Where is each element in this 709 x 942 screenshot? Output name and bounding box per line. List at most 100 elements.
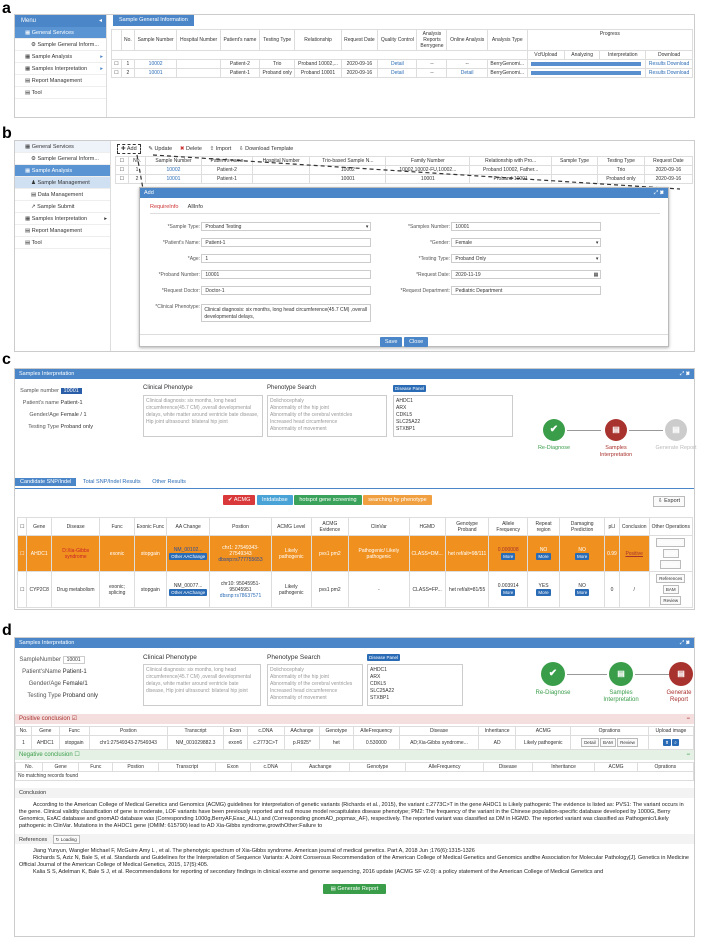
clinical-phenotype-field[interactable]: Clinical diagnosis: six months, long hea… <box>201 304 372 322</box>
sidebar-item-samples-interpretation[interactable]: ▦ Samples Interpretation ▸ <box>15 213 110 225</box>
table-row[interactable]: ☐ 2 10001 Patient-1 Proband only Proband 1000… <box>111 68 693 78</box>
clinical-phenotype-box[interactable]: Clinical diagnosis: six months, long hea… <box>143 664 261 706</box>
add-button[interactable]: ✚ Add <box>117 144 141 154</box>
table-row[interactable]: 1 AHDC1 stopgain chr1:27549343-27549343 NM_0… <box>14 735 695 750</box>
request-department-field[interactable]: Pediatric Department <box>451 286 602 295</box>
review-button[interactable]: Review <box>660 560 682 569</box>
phenotype-search-list[interactable]: Dolichocephaly Abnormality of the hip joi… <box>267 395 387 437</box>
references-text[interactable]: Jiang Yunyun, Wangler Michael F, McGuire… <box>19 848 689 875</box>
phenotype-filter-button[interactable]: searching by phenotype <box>363 495 432 505</box>
tab-allinfo[interactable]: AllInfo <box>187 204 203 210</box>
table-row[interactable]: ☐ 1 10002 Patient-2 Trio Proband 10002,... 202… <box>111 59 693 69</box>
download-template-button[interactable]: ⇩ Download Template <box>239 146 294 152</box>
tab-sample-general[interactable]: Sample General Information <box>113 15 194 26</box>
sidebar-item-sample-analysis[interactable]: ▦ Sample Analysis ▸ <box>15 51 106 63</box>
sidebar-item-data-management[interactable]: ▤ Data Management <box>15 189 110 201</box>
sidebar-item-samples-interpretation[interactable]: ▦ Samples Interpretation ▸ <box>15 63 106 75</box>
more-button[interactable]: More <box>501 589 516 596</box>
age-field[interactable]: 1 <box>201 254 372 263</box>
dialog-title: Add ⤢ ✖ <box>140 188 668 198</box>
sidebar-item-report-management[interactable]: ▤ Report Management <box>15 225 110 237</box>
review-button[interactable]: Review <box>617 738 638 747</box>
patient-info: Sample number 10001 Patient's name Patie… <box>20 388 93 430</box>
sidebar-item-sample-general[interactable]: ⚙ Sample General Inform... <box>15 39 106 51</box>
request-date-field[interactable]: 2020-11-19 ▦ <box>451 270 602 279</box>
other-aachange-button[interactable]: Other AAChange <box>169 589 208 596</box>
tab-candidate[interactable]: Candidate SNP/Indel <box>15 478 77 486</box>
document-icon[interactable]: ▤ <box>605 419 627 441</box>
search-icon[interactable]: ⌕ <box>672 739 679 746</box>
sidebar-item-sample-submit[interactable]: ↗ Sample Submit <box>15 201 110 213</box>
sample-type-select[interactable]: Proband Testing ▾ <box>201 222 372 231</box>
more-button[interactable]: More <box>575 589 590 596</box>
table-row[interactable]: ☐ 1 10002 Patient-2 10002 10002,10002-FU,1000… <box>115 165 694 175</box>
report-icon[interactable]: ▤ <box>669 662 693 686</box>
close-icon[interactable]: ⤢ ✖ <box>653 190 664 196</box>
upload-icon[interactable]: ⬆ <box>663 739 671 746</box>
sample-table-b: ☐ No. Sample Number Patient's name Hospital … <box>115 156 694 184</box>
proband-number-field[interactable]: 10001 <box>201 270 372 279</box>
clinical-phenotype-box[interactable]: Clinical diagnosis: six months, long hea… <box>143 395 263 437</box>
table-row[interactable]: ☐ CYP2C8 Drug metabolism exonic; splicing st… <box>16 571 694 608</box>
disease-panel-button[interactable]: Disease Panel <box>393 385 427 392</box>
add-dialog: Add ⤢ ✖ RequireInfo AllInfo *Sample Type:… <box>139 187 669 347</box>
collapse-icon[interactable]: − <box>686 716 690 722</box>
samples-number-field[interactable]: 10001 <box>451 222 602 231</box>
acmg-filter-button[interactable]: ✔ ACMG <box>223 495 256 505</box>
patient-name-field[interactable]: Patient-1 <box>201 238 372 247</box>
bam-button[interactable]: BAM <box>599 738 616 747</box>
disease-panel-button[interactable]: Disease Panel <box>367 654 401 661</box>
table-row[interactable]: ☐ AHDC1 D:Xia-Gibbs syndrome exonic stopgain… <box>16 535 694 572</box>
variant-table-c: ☐ Gene Disease Func Exonic Func AA Change Post… <box>16 517 694 608</box>
sidebar-a: Menu ◂ ▦ General Services ⚙ Sample Genera… <box>15 15 107 117</box>
delete-button[interactable]: ✖ Delete <box>179 146 202 152</box>
generate-report-button[interactable]: ▤ Generate Report <box>322 884 387 894</box>
save-button[interactable]: Save <box>379 337 403 347</box>
more-button[interactable]: More <box>536 553 551 560</box>
sidebar-item-sample-analysis[interactable]: ▦ Sample Analysis <box>15 165 110 177</box>
export-button[interactable]: ⇩ Export <box>653 496 686 507</box>
conclusion-text[interactable]: According to the American College of Med… <box>19 802 684 829</box>
more-button[interactable]: More <box>501 553 516 560</box>
collapse-icon[interactable]: − <box>686 752 690 758</box>
gender-select[interactable]: Female ▾ <box>451 238 602 247</box>
document-icon[interactable]: ▤ <box>609 662 633 686</box>
panel-label-a: a <box>2 0 11 17</box>
request-doctor-field[interactable]: Doctor-1 <box>201 286 372 295</box>
gene-list[interactable]: AHDC1 ARX CDKL5 SLC25A22 STXBP1 <box>393 395 513 437</box>
update-button[interactable]: ✎ Update <box>148 146 173 152</box>
references-button[interactable]: References <box>656 574 686 583</box>
review-button[interactable]: Review <box>660 596 682 605</box>
hotspot-filter-button[interactable]: hotspot gene screening <box>294 495 362 505</box>
more-button[interactable]: More <box>575 553 590 560</box>
detail-button[interactable]: Detail <box>581 738 599 747</box>
report-icon[interactable]: ▤ <box>665 419 687 441</box>
toolbar-b: ✚ Add ✎ Update ✖ Delete ⇪ Import ⇩ Downl… <box>117 144 299 154</box>
sidebar-item-tool[interactable]: ▤ Tool <box>15 237 110 249</box>
import-button[interactable]: ⇪ Import <box>209 146 232 152</box>
tab-requireinfo[interactable]: RequireInfo <box>150 204 179 210</box>
tab-total[interactable]: Total SNP/Indel Results <box>82 479 141 485</box>
close-button[interactable]: Close <box>404 337 429 347</box>
bam-button[interactable]: BAM <box>662 549 679 558</box>
sidebar-item-general-services[interactable]: ▦ General Services <box>15 27 106 39</box>
phenotype-search-list[interactable]: Dolichocephaly Abnormality of the hip joi… <box>267 664 363 706</box>
intdatabase-filter-button[interactable]: Intdatabse <box>257 495 293 505</box>
other-aachange-button[interactable]: Other AAChange <box>169 553 208 560</box>
tab-other[interactable]: Other Results <box>152 479 186 485</box>
table-row[interactable]: ☐ 2 10001 Patient-1 10001 10001 Proband 10001 P… <box>115 174 694 184</box>
check-icon[interactable]: ✔ <box>543 419 565 441</box>
sidebar-item-general-services[interactable]: ▦ General Services <box>15 141 110 153</box>
testing-type-select[interactable]: Proband Only ▾ <box>451 254 602 263</box>
panel-label-d: d <box>2 622 12 639</box>
gene-list[interactable]: AHDC1 ARX CDKL5 SLC25A22 STXBP1 <box>367 664 463 706</box>
sidebar-item-tool[interactable]: ▤ Tool <box>15 87 106 99</box>
more-button[interactable]: More <box>536 589 551 596</box>
sidebar-item-report-management[interactable]: ▤ Report Management <box>15 75 106 87</box>
references-button[interactable]: References <box>656 538 686 547</box>
sidebar-item-sample-management[interactable]: ♟ Sample Management <box>15 177 110 189</box>
sidebar-item-sample-general[interactable]: ⚙ Sample General Inform... <box>15 153 110 165</box>
menu-header: Menu ◂ <box>15 15 106 27</box>
bam-button[interactable]: BAM <box>662 585 679 594</box>
check-icon[interactable]: ✔ <box>541 662 565 686</box>
